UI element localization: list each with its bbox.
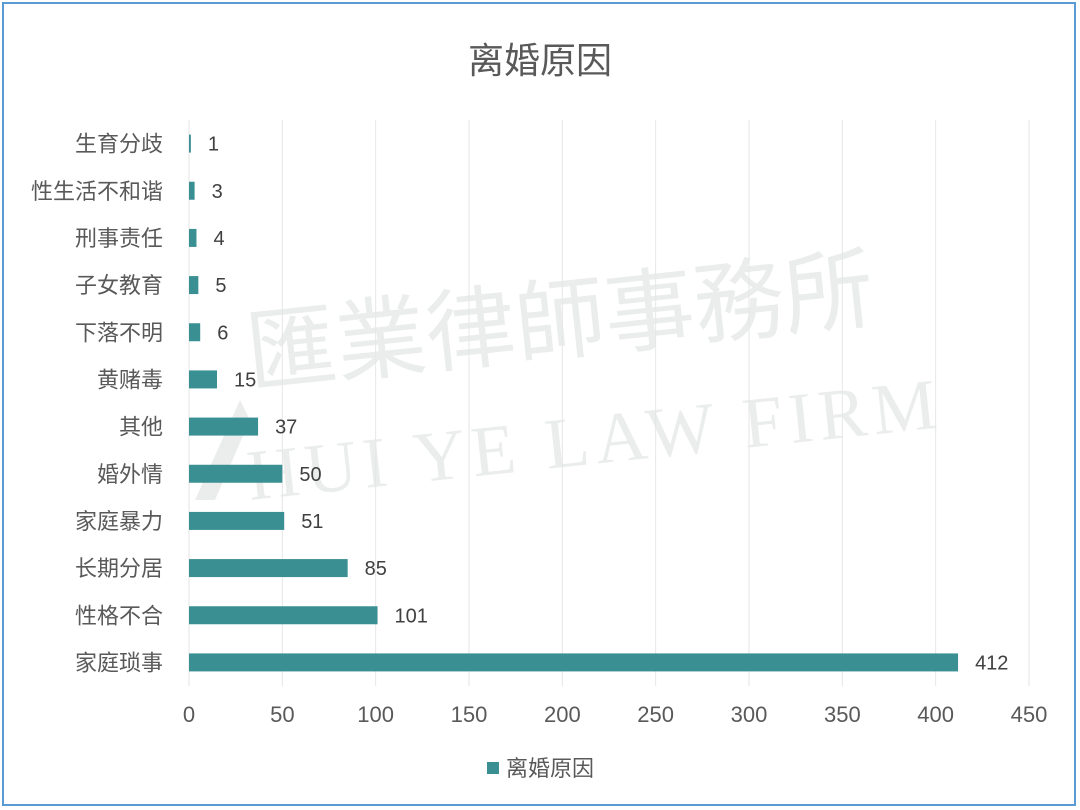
bar [189,606,378,625]
legend: 离婚原因 [487,757,594,782]
bar [189,134,191,153]
watermark-logo [195,400,250,500]
bar [189,370,217,389]
category-label: 黄赌毒 [97,368,163,393]
category-label: 生育分歧 [75,133,163,158]
legend-swatch [487,762,499,774]
value-labels: 412 101 85 51 50 37 15 6 5 4 3 1 [208,134,1009,675]
data-label: 3 [212,181,223,203]
x-tick-label: 250 [637,702,674,727]
x-tick-label: 200 [544,702,581,727]
data-label: 4 [213,228,224,250]
bar [189,464,283,483]
category-label: 刑事责任 [75,227,163,252]
x-tick-label: 400 [917,702,954,727]
bar [189,511,285,530]
data-label: 15 [234,369,256,391]
category-label: 家庭琐事 [75,651,163,676]
bar [189,228,197,247]
legend-label: 离婚原因 [506,757,594,782]
x-tick-label: 100 [357,702,394,727]
x-tick-label: 300 [731,702,768,727]
data-label: 50 [299,464,321,486]
bar [189,323,201,342]
bar [189,653,959,672]
data-label: 37 [275,417,297,439]
x-tick-label: 350 [824,702,861,727]
x-axis-ticks: 0 50 100 150 200 250 300 350 400 450 [183,702,1047,727]
chart-title: 离婚原因 [467,41,612,82]
bar [189,181,195,200]
data-label: 6 [217,322,228,344]
x-tick-label: 450 [1011,702,1048,727]
gridlines [188,120,1030,686]
bar [189,559,348,578]
data-label: 101 [395,605,428,627]
x-tick-label: 150 [451,702,488,727]
category-label: 婚外情 [97,463,163,488]
category-label: 性格不合 [75,604,163,629]
data-label: 51 [301,511,323,533]
category-label: 其他 [119,416,163,441]
category-label: 长期分居 [75,557,163,582]
category-label: 下落不明 [75,321,163,346]
bars [189,134,959,672]
data-label: 412 [975,652,1008,674]
data-label: 5 [215,275,226,297]
category-labels: 家庭琐事 性格不合 长期分居 家庭暴力 婚外情 其他 黄赌毒 下落不明 子女教育 刑事责任 性生活不… [31,133,163,677]
data-label: 85 [365,558,387,580]
x-tick-label: 50 [270,702,294,727]
data-label: 1 [208,134,219,156]
bar [189,417,259,436]
category-label: 子女教育 [75,274,163,299]
category-label: 家庭暴力 [75,510,163,535]
bar [189,276,199,295]
x-tick-label: 0 [183,702,195,727]
category-label: 性生活不和谐 [31,180,163,205]
